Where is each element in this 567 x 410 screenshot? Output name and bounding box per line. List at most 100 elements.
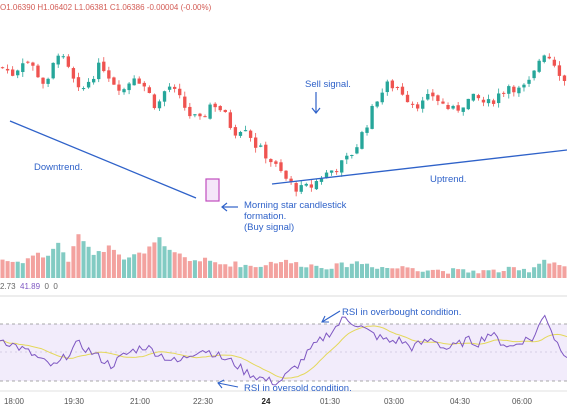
volume-bars <box>0 234 567 278</box>
candle-body <box>476 95 481 99</box>
candle-body <box>345 155 349 160</box>
candle-body <box>400 86 405 95</box>
candle-body <box>162 91 167 102</box>
volume-bar <box>228 266 233 278</box>
volume-bar <box>294 262 299 278</box>
candle-body <box>97 62 101 80</box>
rsi-legend-zero-2: 0 <box>53 282 58 291</box>
candle-body <box>410 103 415 105</box>
candle-body <box>142 82 146 87</box>
candle-body <box>56 55 60 65</box>
rsi-line <box>0 314 567 386</box>
volume-bar <box>203 257 208 278</box>
rsi-lines <box>0 314 567 386</box>
annotation-morning-star-2: formation. <box>244 211 286 222</box>
candle-body <box>375 101 379 107</box>
volume-bar <box>61 252 66 278</box>
volume-bar <box>385 268 390 278</box>
candle-body <box>132 78 136 86</box>
rsi-band <box>0 324 567 381</box>
volume-bar <box>172 252 177 278</box>
volume-bar <box>380 267 385 278</box>
volume-bar <box>506 266 511 278</box>
volume-bar <box>81 241 86 278</box>
candle-body <box>243 130 248 132</box>
candle-body <box>157 101 162 109</box>
candle-body <box>517 87 521 94</box>
volume-bar <box>218 264 223 278</box>
x-tick-label: 18:00 <box>4 397 25 406</box>
candle-body <box>264 144 268 159</box>
candle-body <box>340 160 344 173</box>
candle-body <box>385 81 389 93</box>
candle-body <box>213 103 217 108</box>
candle-body <box>228 112 233 128</box>
candle-body <box>147 87 152 93</box>
candle-body <box>218 106 222 111</box>
sell-signal-arrowhead <box>311 107 321 114</box>
volume-bar <box>137 252 142 278</box>
volume-bar <box>425 270 430 278</box>
volume-bar <box>299 266 304 278</box>
candle-body <box>491 100 496 104</box>
candle-body <box>238 131 243 136</box>
volume-bar <box>476 273 481 278</box>
volume-bar <box>132 254 137 278</box>
volume-bar <box>289 263 294 278</box>
candle-body <box>547 56 551 59</box>
volume-bar <box>111 249 116 278</box>
volume-bar <box>410 268 415 278</box>
candle-body <box>193 114 197 116</box>
candle-body <box>395 86 400 88</box>
candle-body <box>486 99 491 104</box>
candle-body <box>274 161 278 164</box>
volume-bar <box>395 268 400 278</box>
candle-body <box>41 77 45 84</box>
candle-body <box>294 183 298 192</box>
candle-body <box>91 78 96 83</box>
volume-bar <box>197 261 202 278</box>
candle-body <box>86 81 91 88</box>
volume-bar <box>46 255 51 278</box>
volume-bar <box>10 261 15 278</box>
volume-bar <box>86 246 91 278</box>
volume-bar <box>516 270 521 278</box>
x-tick-label: 04:30 <box>450 397 471 406</box>
candle-body <box>350 154 354 156</box>
volume-bar <box>41 257 46 278</box>
downtrend-line <box>9 120 197 199</box>
volume-bar <box>375 268 380 278</box>
candle-body <box>512 86 516 93</box>
candle-body <box>522 84 526 88</box>
volume-bar <box>400 266 405 278</box>
volume-bar <box>273 263 278 278</box>
candle-body <box>436 95 440 102</box>
candle-body <box>26 61 30 63</box>
x-tick-label: 19:30 <box>64 397 85 406</box>
candle-body <box>46 78 50 84</box>
candle-body <box>532 70 536 79</box>
volume-bar <box>547 263 552 278</box>
annotation-uptrend: Uptrend. <box>430 174 466 185</box>
candle-body <box>122 89 126 93</box>
volume-bar <box>25 258 30 278</box>
candle-body <box>102 61 106 72</box>
candle-body <box>456 105 460 111</box>
candle-body <box>223 109 227 112</box>
volume-bar <box>142 253 147 278</box>
candle-body <box>152 94 157 109</box>
candle-body <box>66 56 71 67</box>
x-tick-label: 24 <box>262 397 271 406</box>
volume-bar <box>284 259 289 278</box>
annotation-morning-star-1: Morning star candlestick <box>244 200 347 211</box>
candle-body <box>370 105 374 129</box>
volume-bar <box>537 263 542 278</box>
volume-bar <box>329 268 334 278</box>
volume-bar <box>182 257 187 278</box>
candle-body <box>284 170 288 179</box>
volume-bar <box>359 264 364 278</box>
candle-body <box>319 178 324 182</box>
volume-bar <box>471 270 476 278</box>
